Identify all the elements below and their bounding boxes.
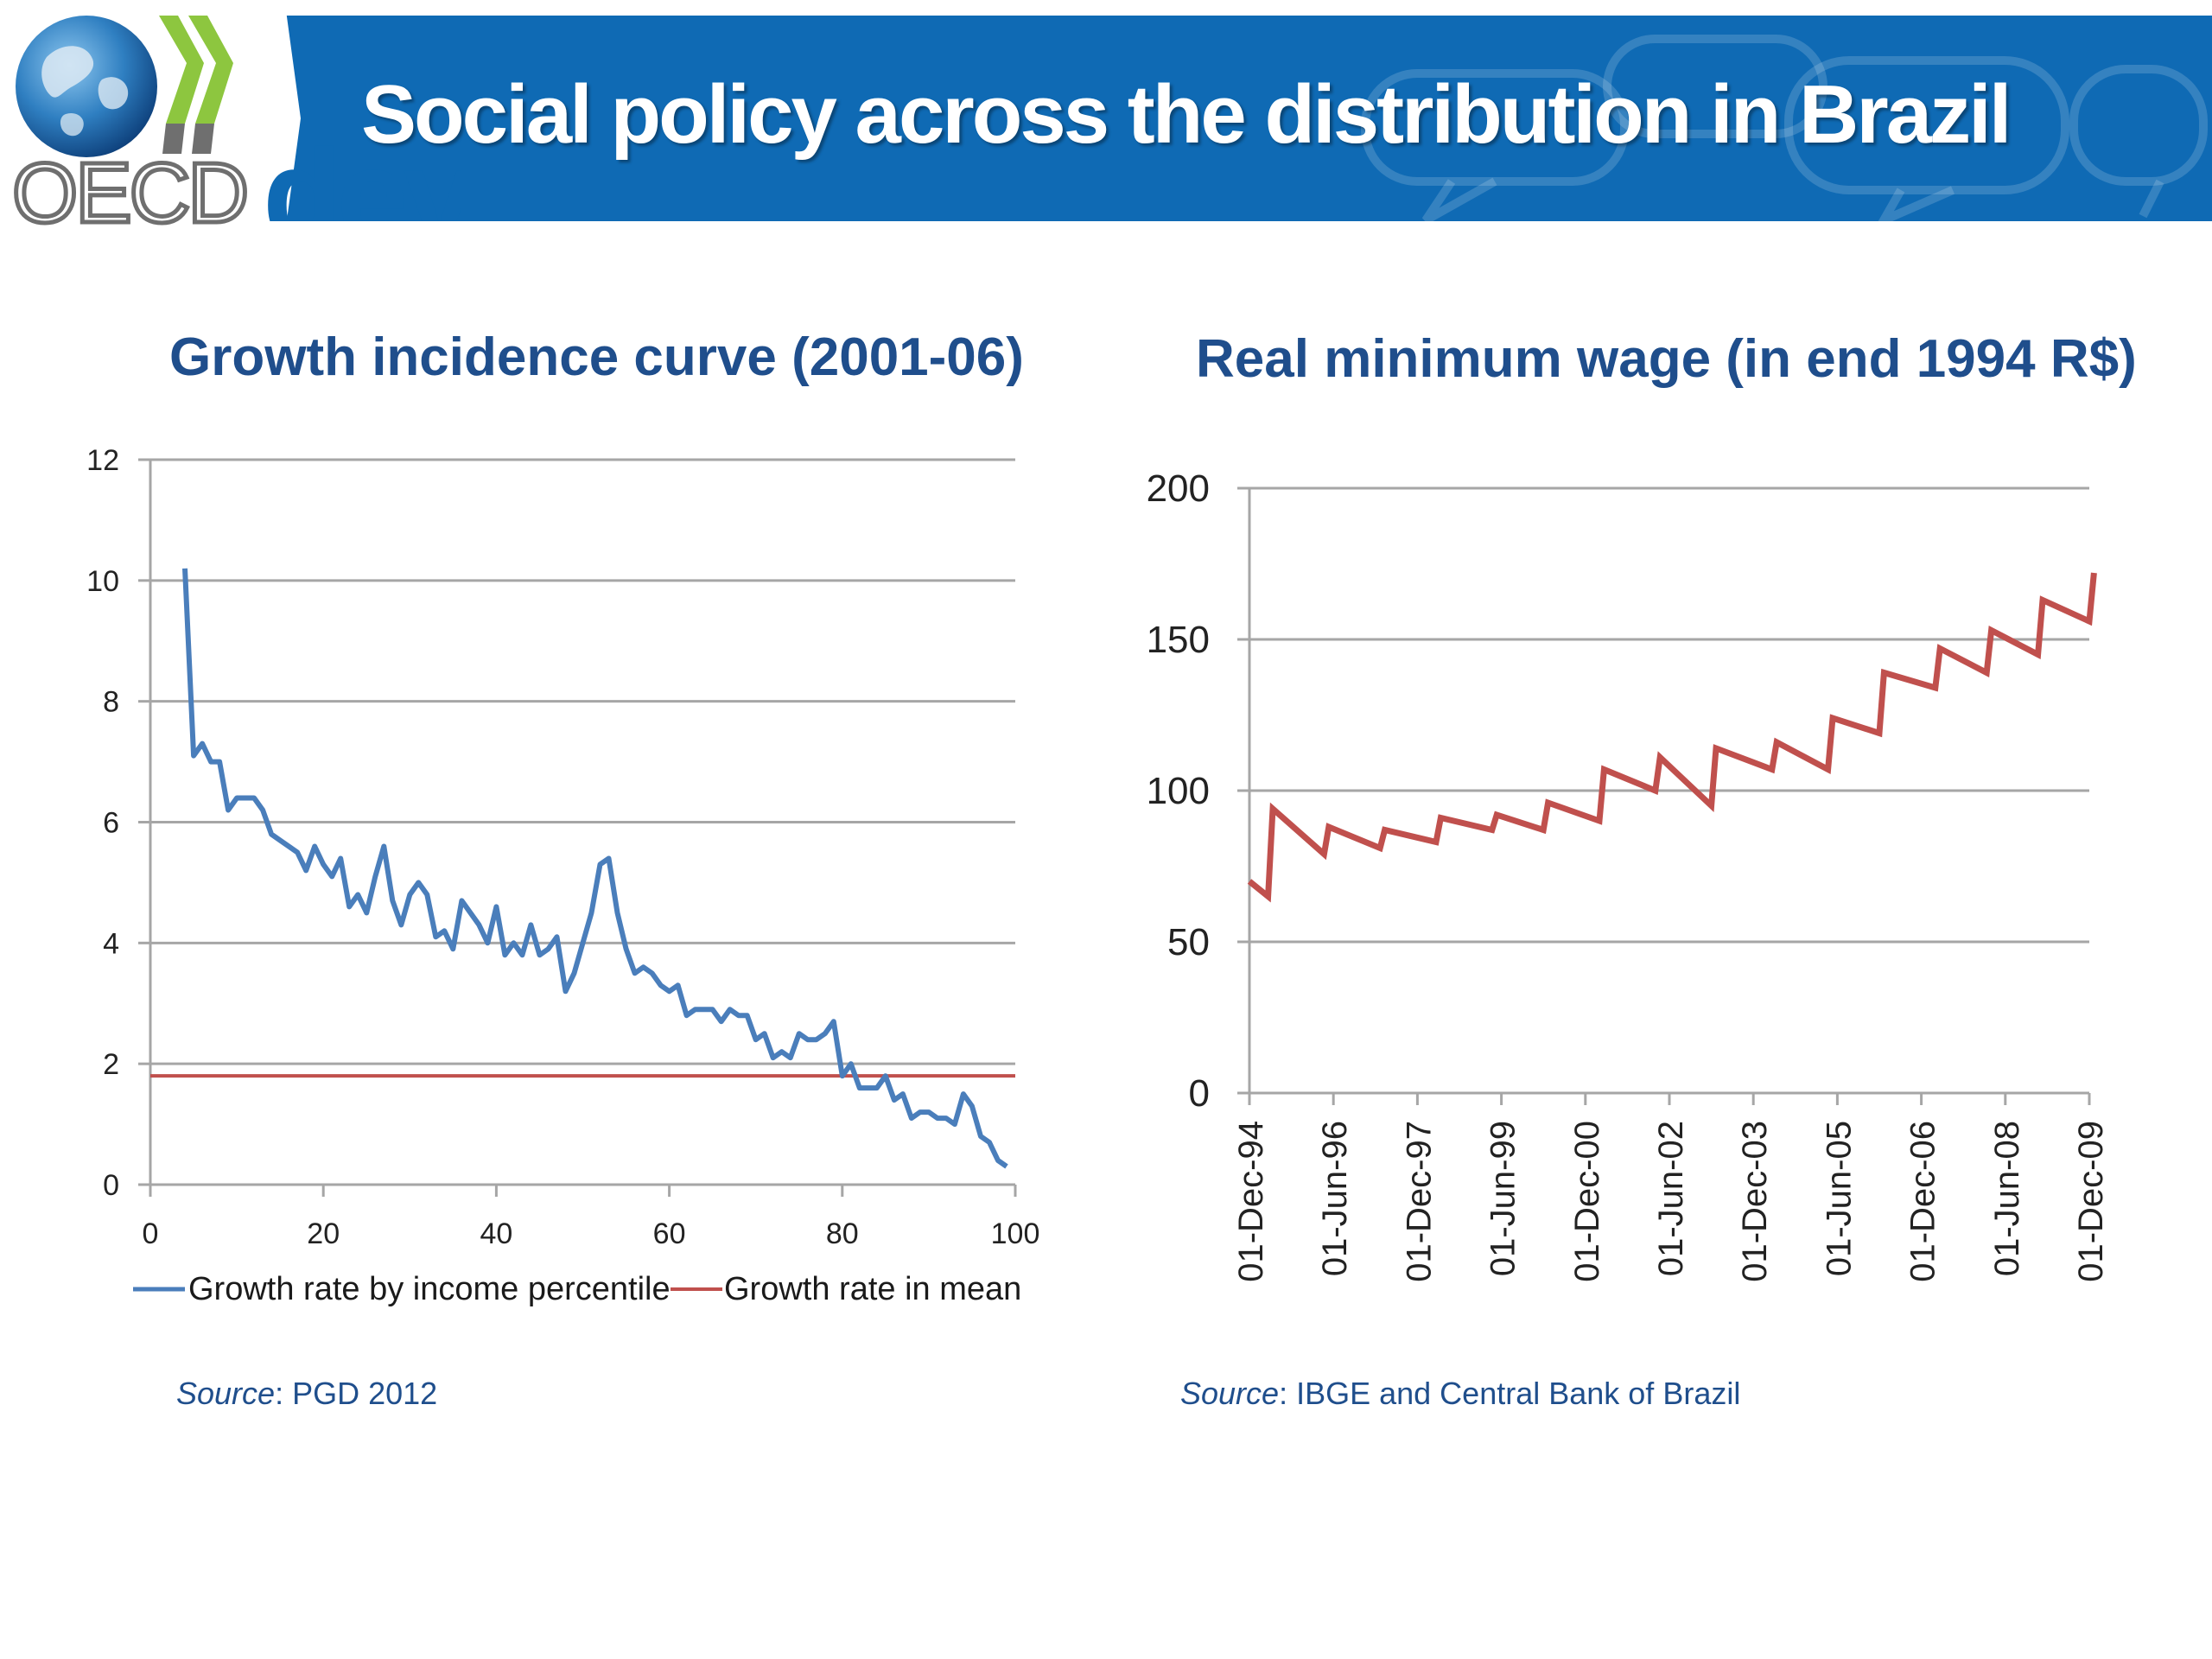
right-y-tick-label: 150 <box>1147 619 1210 661</box>
left-source-note: Source: PGD 2012 <box>176 1376 437 1412</box>
oecd-chevrons-icon <box>159 16 233 154</box>
right-x-tick-label: 01-Dec-09 <box>2072 1121 2110 1282</box>
right-y-tick-label: 200 <box>1147 467 1210 510</box>
legend-label-percentile: Growth rate by income percentile <box>188 1271 671 1307</box>
right-x-tick-label: 01-Dec-97 <box>1400 1121 1438 1282</box>
growth-by-percentile-series-line <box>182 568 1008 1169</box>
left-x-tick-label: 60 <box>653 1217 686 1250</box>
left-y-tick-label: 0 <box>103 1169 119 1202</box>
left-x-tick-label: 20 <box>307 1217 340 1250</box>
right-x-tick-label: 01-Dec-03 <box>1736 1121 1774 1282</box>
left-y-tick-label: 8 <box>103 686 119 719</box>
left-x-tick-label: 0 <box>143 1217 159 1250</box>
right-x-tick-label: 01-Jun-99 <box>1484 1121 1522 1276</box>
growth-incidence-title: Growth incidence curve (2001-06) <box>169 327 1024 387</box>
left-y-tick-label: 10 <box>86 565 119 598</box>
right-y-tick-label: 100 <box>1147 770 1210 812</box>
left-y-tick-label: 4 <box>103 927 119 960</box>
minimum-wage-series-line <box>1247 572 2097 903</box>
left-source-label: Source <box>176 1376 276 1411</box>
legend-label-mean: Growth rate in mean <box>724 1271 1021 1307</box>
right-x-tick-label: 01-Jun-96 <box>1316 1121 1354 1276</box>
right-x-tick-label: 01-Dec-06 <box>1904 1121 1942 1282</box>
left-y-tick-label: 6 <box>103 807 119 840</box>
left-x-tick-label: 40 <box>480 1217 512 1250</box>
right-x-tick-label: 01-Jun-02 <box>1652 1121 1690 1276</box>
left-y-tick-label: 12 <box>86 444 119 477</box>
right-x-tick-label: 01-Jun-08 <box>1988 1121 2026 1276</box>
right-x-tick-label: 01-Dec-00 <box>1568 1121 1606 1282</box>
minimum-wage-title: Real minimum wage (in end 1994 R$) <box>1196 329 2137 389</box>
speech-bubbles-decoration <box>1361 35 2208 225</box>
right-y-tick-label: 50 <box>1167 921 1210 963</box>
right-source-note: Source: IBGE and Central Bank of Brazil <box>1180 1376 1740 1412</box>
left-source-text: : PGD 2012 <box>275 1376 438 1411</box>
left-y-tick-label: 2 <box>103 1048 119 1081</box>
dev-wordmark: dev <box>263 130 461 221</box>
right-source-label: Source <box>1180 1376 1280 1411</box>
right-x-tick-label: 01-Dec-94 <box>1232 1121 1270 1282</box>
globe-logo-icon <box>16 16 157 157</box>
right-x-tick-label: 01-Jun-05 <box>1820 1121 1858 1276</box>
oecd-wordmark: OECD <box>10 145 251 240</box>
header-band <box>270 16 2212 221</box>
right-source-text: : IBGE and Central Bank of Brazil <box>1279 1376 1741 1411</box>
dev-wordmark-text: dev <box>263 130 461 221</box>
slide-title: Social policy across the distribution in… <box>361 68 2012 161</box>
left-x-tick-label: 100 <box>991 1217 1040 1250</box>
left-x-tick-label: 80 <box>826 1217 859 1250</box>
right-y-tick-label: 0 <box>1189 1072 1210 1115</box>
